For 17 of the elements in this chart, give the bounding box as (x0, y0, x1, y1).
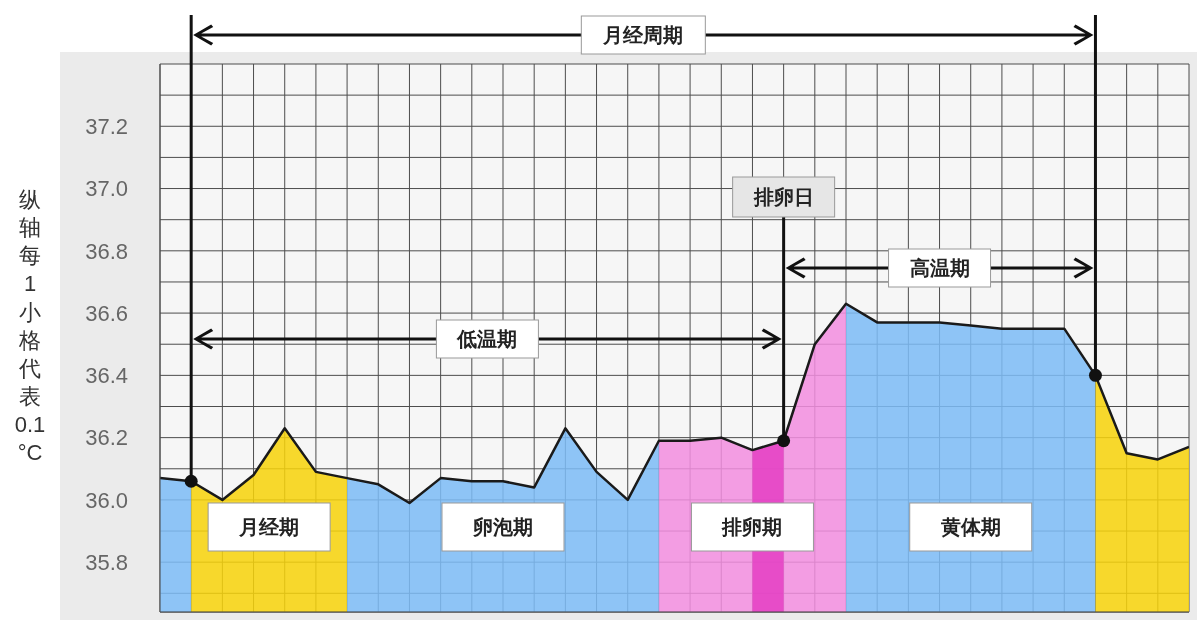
y-tick-label: 36.6 (85, 300, 128, 326)
text: 月经周期 (602, 24, 684, 46)
y-tick-label: 35.8 (85, 549, 128, 575)
series-label: 卵泡期 (472, 516, 533, 538)
series-label: 排卵期 (721, 516, 783, 538)
series-label: 月经期 (238, 516, 300, 538)
y-tick-label: 36.4 (85, 363, 128, 389)
series-label: 黄体期 (939, 516, 1001, 538)
text: 纵轴每1小格代表0.1°C (14, 187, 46, 466)
annotation: 排卵日 (752, 186, 814, 208)
y-tick-label: 37.2 (85, 114, 128, 140)
annotation: 低温期 (456, 328, 518, 350)
y-tick-label: 36.0 (85, 487, 128, 513)
annotation: 高温期 (909, 257, 970, 279)
y-tick-label: 37.0 (85, 176, 128, 202)
y-tick-label: 36.2 (85, 425, 128, 451)
y-tick-label: 36.8 (85, 238, 128, 264)
